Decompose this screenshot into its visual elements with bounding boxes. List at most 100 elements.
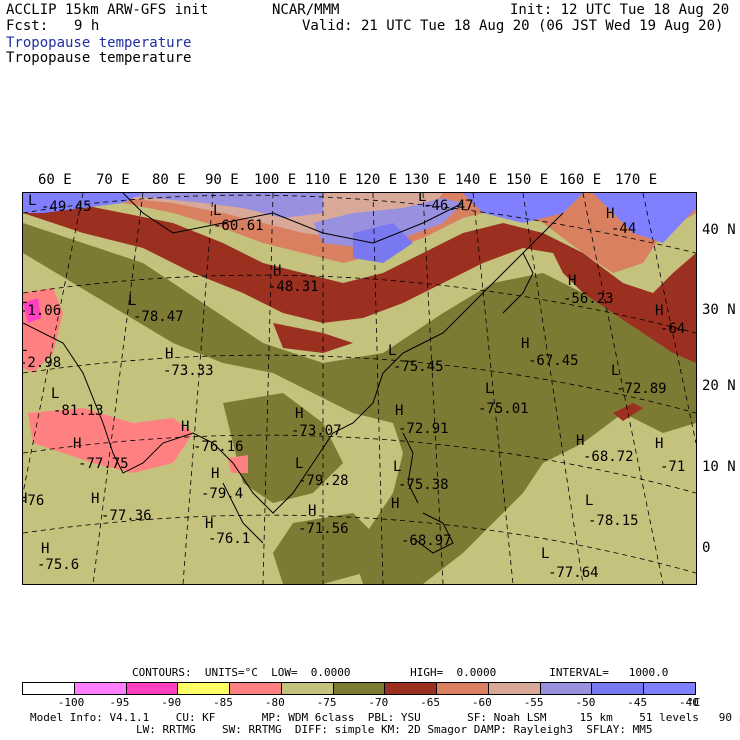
hl-value: -77.64 xyxy=(548,565,599,581)
hl-marker: H xyxy=(273,263,281,279)
hl-marker: H xyxy=(576,433,584,449)
hl-labels: L -49.45 L -60.61 H -48.31 L -46.47 H -4… xyxy=(23,193,685,581)
hl-marker: L xyxy=(23,339,27,355)
hl-value: -75.01 xyxy=(478,401,529,417)
hl-value: -75.38 xyxy=(398,477,449,493)
hl-value: -72.91 xyxy=(398,421,449,437)
colorbar-tick-label: -80 xyxy=(264,696,285,709)
hl-marker: H xyxy=(606,206,614,222)
hl-value: -75.6 xyxy=(37,557,79,573)
lon-label: 140 E xyxy=(455,172,498,188)
hl-marker: H xyxy=(181,419,189,435)
colorbar-tick-label: -65 xyxy=(420,696,441,709)
hl-value: -76 xyxy=(23,493,44,509)
hl-marker: H xyxy=(391,496,399,512)
hl-value: -1.06 xyxy=(23,303,61,319)
field-salmon-2 xyxy=(28,408,193,473)
lat-label: 30 N xyxy=(702,302,736,318)
colorbar-tick-label: -55 xyxy=(523,696,544,709)
hl-value: -49.45 xyxy=(41,199,92,215)
hl-value: -79.28 xyxy=(298,473,349,489)
field-blue-2 xyxy=(463,193,583,223)
field-title-1: Tropopause temperature xyxy=(6,35,192,51)
hl-value: -60.61 xyxy=(213,218,264,234)
colorbar-tick-label: -90 xyxy=(161,696,182,709)
hl-marker: H xyxy=(73,436,81,452)
colorbar-swatch xyxy=(487,682,541,695)
forecast-hour: 9 h xyxy=(74,18,100,34)
colorbar-swatch xyxy=(591,682,645,695)
colorbar-swatch xyxy=(332,682,386,695)
hl-value: -71 xyxy=(660,459,685,475)
lat-label: 10 N xyxy=(702,459,736,475)
hl-marker: L xyxy=(611,363,619,379)
colorbar-swatch xyxy=(177,682,231,695)
hl-marker: H xyxy=(91,491,99,507)
colorbar-swatch xyxy=(384,682,438,695)
lon-label: 60 E xyxy=(38,172,72,188)
colorbar-swatch xyxy=(73,682,127,695)
hl-value: -72.89 xyxy=(616,381,667,397)
hl-value: -73.07 xyxy=(291,423,342,439)
lon-label: 120 E xyxy=(355,172,398,188)
colorbar-unit: °C xyxy=(687,696,701,709)
field-salmon-3 xyxy=(228,455,248,473)
model-info-line-2: LW: RRTMG SW: RRTMG DIFF: simple KM: 2D … xyxy=(30,723,653,736)
colorbar-tick-label: -100 xyxy=(57,696,85,709)
hl-marker: L xyxy=(393,459,401,475)
field-blue-3 xyxy=(593,193,696,243)
colorbar-swatch xyxy=(643,682,696,695)
hl-value: -56.23 xyxy=(563,291,614,307)
colorbar-swatch xyxy=(436,682,489,695)
lon-label: 100 E xyxy=(254,172,297,188)
colorbar-tick-label: -75 xyxy=(316,696,337,709)
hl-marker: L xyxy=(295,456,303,472)
colorbar-tick-label: -40 xyxy=(679,696,699,709)
lon-label: 170 E xyxy=(615,172,658,188)
hl-marker: H xyxy=(165,346,173,362)
lon-label: 150 E xyxy=(506,172,549,188)
hl-value: -67.45 xyxy=(528,353,579,369)
colorbar-swatch xyxy=(229,682,282,695)
valid-time: Valid: 21 UTC Tue 18 Aug 20 (06 JST Wed … xyxy=(302,18,724,34)
hl-value: -64 xyxy=(660,321,685,337)
lat-label: 20 N xyxy=(702,378,736,394)
tropopause-temperature-map: L -49.45 L -60.61 H -48.31 L -46.47 H -4… xyxy=(22,192,697,585)
colorbar-tick-label: -45 xyxy=(627,696,648,709)
colorbar-tick-label: -70 xyxy=(368,696,389,709)
hl-marker: H xyxy=(395,403,403,419)
hl-value: -44 xyxy=(611,221,636,237)
hl-marker: H xyxy=(23,491,27,507)
hl-value: -48.31 xyxy=(268,279,319,295)
hl-value: -75.45 xyxy=(393,359,444,375)
colorbar-tick-label: -50 xyxy=(575,696,596,709)
field-magenta-spot xyxy=(23,298,41,323)
colorbar-swatch xyxy=(539,682,593,695)
lon-label: 130 E xyxy=(404,172,447,188)
hl-marker: L xyxy=(585,493,593,509)
hl-marker: L xyxy=(51,386,59,402)
lon-label: 110 E xyxy=(305,172,348,188)
colorbar-tick-label: -95 xyxy=(109,696,130,709)
contour-info: CONTOURS: UNITS=°C LOW= 0.0000 HIGH= 0.0… xyxy=(132,666,669,679)
hl-marker: H xyxy=(655,303,663,319)
hl-value: -78.47 xyxy=(133,309,184,325)
hl-marker: L xyxy=(485,381,493,397)
coastlines xyxy=(23,193,564,554)
model-info-line-1: Model Info: V4.1.1 CU: KF MP: WDM 6class… xyxy=(30,711,740,724)
hl-value: -68.97 xyxy=(401,533,452,549)
field-red-brown xyxy=(23,203,696,363)
hl-marker: L xyxy=(128,293,136,309)
lon-label: 90 E xyxy=(205,172,239,188)
lon-label: 160 E xyxy=(559,172,602,188)
hl-marker: L xyxy=(418,193,426,205)
hl-value: -78.15 xyxy=(588,513,639,529)
hl-marker: H xyxy=(41,541,49,557)
hl-value: -46.47 xyxy=(423,198,474,214)
forecast-label: Fcst: xyxy=(6,18,49,34)
hl-value: -2.98 xyxy=(23,355,61,371)
hl-value: -71.56 xyxy=(298,521,349,537)
field-olive-dark xyxy=(23,223,696,584)
lat-label: 0 xyxy=(702,540,711,556)
hl-marker: L xyxy=(28,193,36,209)
